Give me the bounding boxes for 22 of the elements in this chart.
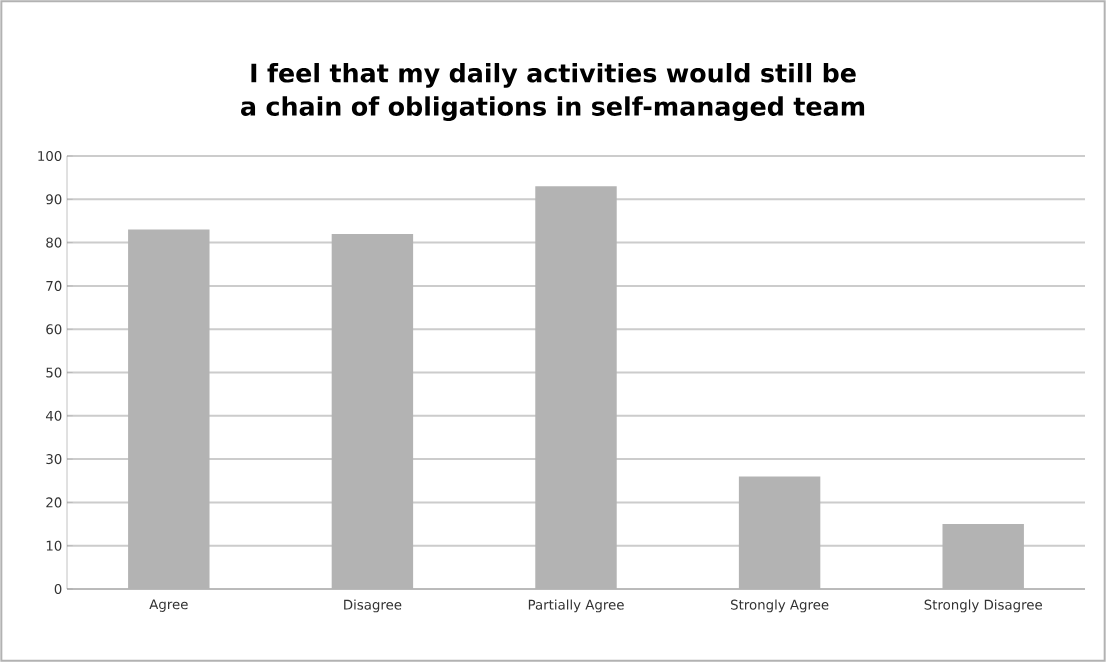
y-tick-label: 0 bbox=[54, 583, 62, 595]
x-tick-label: Partially Agree bbox=[528, 599, 624, 613]
x-tick-label: Disagree bbox=[344, 599, 402, 613]
bar bbox=[942, 524, 1024, 589]
x-tick-label: Strongly Disagree bbox=[924, 599, 1042, 613]
y-tick-label: 60 bbox=[46, 324, 62, 335]
y-tick-label: 90 bbox=[46, 194, 62, 205]
x-tick-label: Strongly Agree bbox=[731, 599, 829, 613]
x-tick-label: Agree bbox=[149, 599, 188, 612]
bar bbox=[128, 229, 210, 589]
y-tick-label: 10 bbox=[46, 540, 62, 551]
y-tick-label: 50 bbox=[46, 367, 62, 378]
y-tick-label: 40 bbox=[45, 410, 62, 421]
bar bbox=[331, 233, 414, 589]
y-tick-label: 100 bbox=[38, 150, 62, 162]
y-tick-label: 20 bbox=[46, 497, 62, 508]
bar bbox=[535, 186, 617, 589]
y-tick-label: 70 bbox=[46, 280, 62, 291]
bar bbox=[738, 476, 821, 589]
y-tick-label: 80 bbox=[46, 237, 62, 248]
y-tick-label: 30 bbox=[46, 454, 62, 465]
chart-title: I feel that my daily activities would still be a chain of obligations in self-managed team bbox=[241, 62, 865, 122]
